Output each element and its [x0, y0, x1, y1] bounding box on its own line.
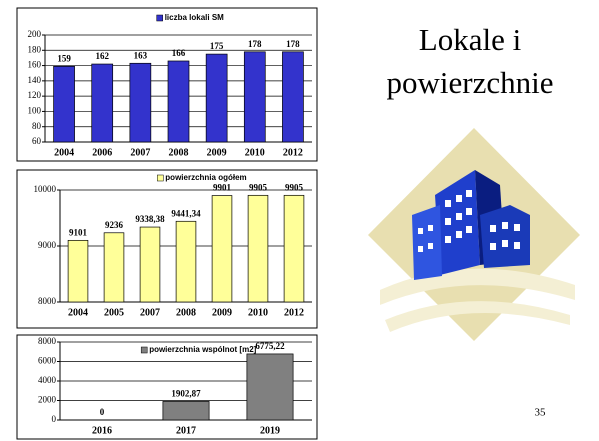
bar [175, 220, 197, 303]
bar [67, 239, 89, 303]
y-tick-label: 9000 [38, 240, 57, 250]
bar [283, 194, 305, 303]
y-tick-label: 100 [28, 105, 42, 115]
x-tick-label: 2007 [130, 147, 150, 158]
x-tick-label: 2012 [284, 307, 304, 318]
x-tick-label: 2017 [176, 425, 196, 436]
x-tick-label: 2012 [283, 147, 303, 158]
bar [162, 401, 210, 421]
slide-title: Lokale i [419, 22, 522, 57]
x-tick-label: 2009 [207, 147, 227, 158]
y-tick-label: 10000 [34, 184, 57, 194]
data-label: 9905 [285, 182, 304, 192]
data-label: 9441,34 [171, 208, 201, 218]
data-label: 9901 [213, 183, 232, 193]
y-tick-label: 60 [32, 136, 42, 146]
page-number: 35 [535, 407, 547, 419]
x-tick-label: 2005 [104, 307, 124, 318]
x-tick-label: 2010 [245, 147, 265, 158]
bar [205, 53, 228, 143]
data-label: 9101 [69, 227, 88, 237]
legend-swatch [140, 346, 148, 354]
x-tick-label: 2006 [92, 147, 112, 158]
bar [167, 60, 190, 143]
x-tick-label: 2008 [176, 307, 196, 318]
y-tick-label: 0 [52, 414, 57, 424]
y-tick-label: 8000 [38, 296, 57, 306]
bar [129, 62, 152, 143]
x-tick-label: 2004 [54, 147, 74, 158]
y-tick-label: 80 [32, 121, 42, 131]
bar [247, 194, 269, 303]
bar [103, 232, 125, 303]
y-tick-label: 4000 [38, 375, 57, 385]
y-tick-label: 140 [28, 75, 42, 85]
bar [282, 51, 304, 143]
x-tick-label: 2016 [92, 425, 112, 436]
legend-label: powierzchnia ogółem [165, 173, 246, 182]
data-label: 175 [210, 41, 224, 51]
y-tick-label: 180 [28, 44, 42, 54]
bar [211, 195, 233, 303]
legend-label: powierzchnia wspólnot [m2] [149, 345, 256, 354]
y-tick-label: 120 [28, 90, 42, 100]
bar [91, 63, 114, 143]
data-label: 9338,38 [135, 214, 165, 224]
legend-swatch [156, 14, 163, 22]
y-tick-label: 6000 [38, 356, 57, 366]
data-label: 178 [248, 39, 262, 49]
y-tick-label: 160 [28, 60, 42, 70]
x-tick-label: 2007 [140, 307, 160, 318]
data-label: 9905 [249, 182, 268, 192]
y-tick-label: 8000 [38, 336, 57, 346]
data-label: 166 [172, 48, 186, 58]
chart-frame [16, 169, 318, 329]
x-tick-label: 2004 [68, 307, 88, 318]
bar [243, 51, 266, 143]
x-tick-label: 2010 [248, 307, 268, 318]
x-tick-label: 2019 [260, 425, 280, 436]
data-label: 6775,22 [255, 341, 285, 351]
y-tick-label: 200 [28, 29, 42, 39]
clipart [368, 128, 580, 341]
legend-swatch [157, 174, 164, 182]
data-label: 163 [134, 50, 148, 60]
slide-title: powierzchnie [387, 65, 554, 100]
bar [139, 226, 161, 303]
y-tick-label: 2000 [38, 395, 57, 405]
data-label: 178 [286, 39, 300, 49]
data-label: 1902,87 [171, 389, 201, 399]
bar [246, 353, 294, 421]
x-tick-label: 2009 [212, 307, 232, 318]
x-tick-label: 2008 [169, 147, 189, 158]
data-label: 159 [57, 53, 71, 63]
legend-label: liczba lokali SM [165, 13, 224, 22]
data-label: 162 [95, 51, 109, 61]
bar [53, 65, 75, 143]
data-label: 9236 [105, 220, 124, 230]
data-label: 0 [100, 407, 105, 417]
